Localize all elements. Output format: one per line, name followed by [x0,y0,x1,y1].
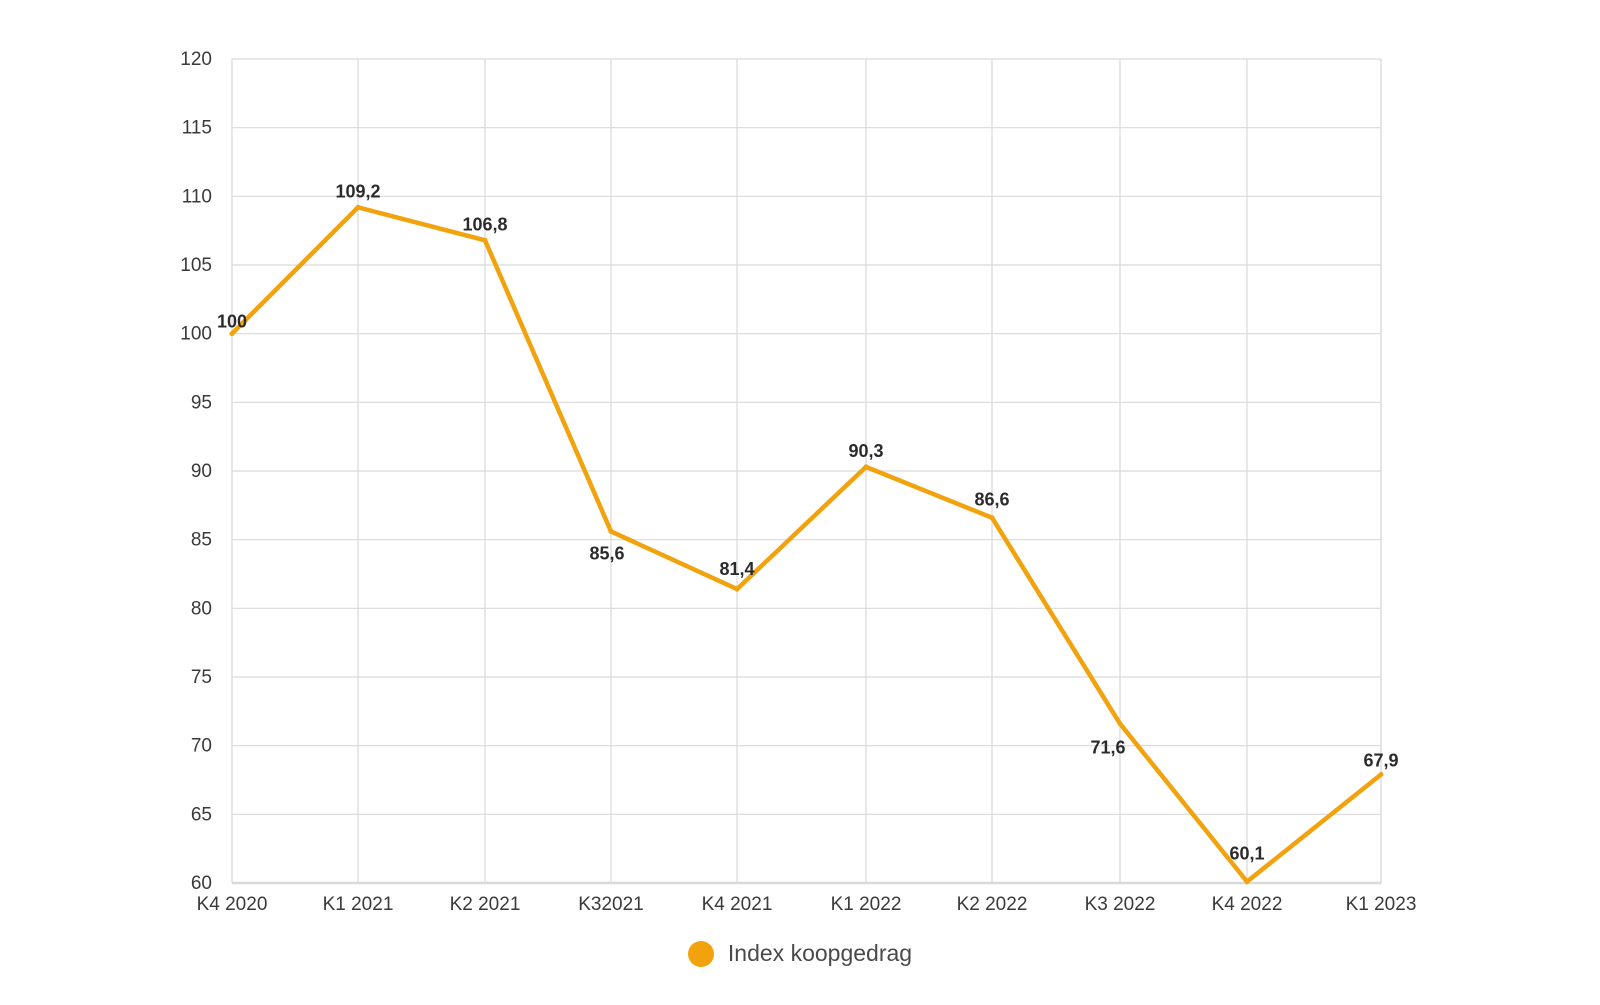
data-point [989,515,995,521]
data-label: 85,6 [589,543,624,563]
y-tick-label: 120 [180,49,212,70]
data-label: 67,9 [1363,751,1398,771]
data-point [1378,772,1384,778]
data-label: 60,1 [1229,844,1264,864]
y-tick-label: 100 [180,324,212,345]
data-point [1117,721,1123,727]
data-label: 81,4 [719,559,754,579]
data-point [482,237,488,243]
data-point [1244,879,1250,885]
x-tick-label: K2 2021 [450,894,521,915]
data-label: 109,2 [335,181,380,201]
y-tick-label: 110 [182,186,212,207]
x-tick-label: K2 2022 [957,894,1028,915]
data-point [355,204,361,210]
data-point [608,528,614,534]
y-tick-label: 65 [191,804,212,825]
x-tick-label: K32021 [578,894,644,915]
data-label: 71,6 [1090,738,1125,758]
y-tick-label: 90 [191,461,212,482]
data-label: 106,8 [462,214,507,234]
y-tick-label: 115 [182,118,212,139]
series-line [230,204,1383,885]
data-label: 90,3 [848,441,883,461]
data-point [734,586,740,592]
x-tick-label: K3 2022 [1085,894,1156,915]
data-point [863,464,869,470]
y-tick-label: 80 [191,598,212,619]
y-tick-label: 95 [191,392,212,413]
data-label: 86,6 [974,490,1009,510]
x-tick-label: K4 2020 [197,894,268,915]
data-point [229,331,235,337]
x-tick-label: K1 2023 [1346,894,1417,915]
legend-label: Index koopgedrag [727,940,913,966]
legend: Index koopgedrag [0,940,1600,967]
y-tick-label: 75 [191,667,212,688]
y-tick-label: 60 [191,873,212,894]
x-tick-label: K1 2022 [831,894,902,915]
y-tick-label: 70 [191,736,212,757]
y-tick-label: 105 [180,255,212,276]
x-tick-label: K4 2022 [1212,894,1283,915]
x-tick-label: K4 2021 [702,894,773,915]
legend-marker [687,940,714,967]
y-tick-label: 85 [191,530,212,551]
x-tick-label: K1 2021 [323,894,394,915]
data-label: 100 [217,312,247,332]
